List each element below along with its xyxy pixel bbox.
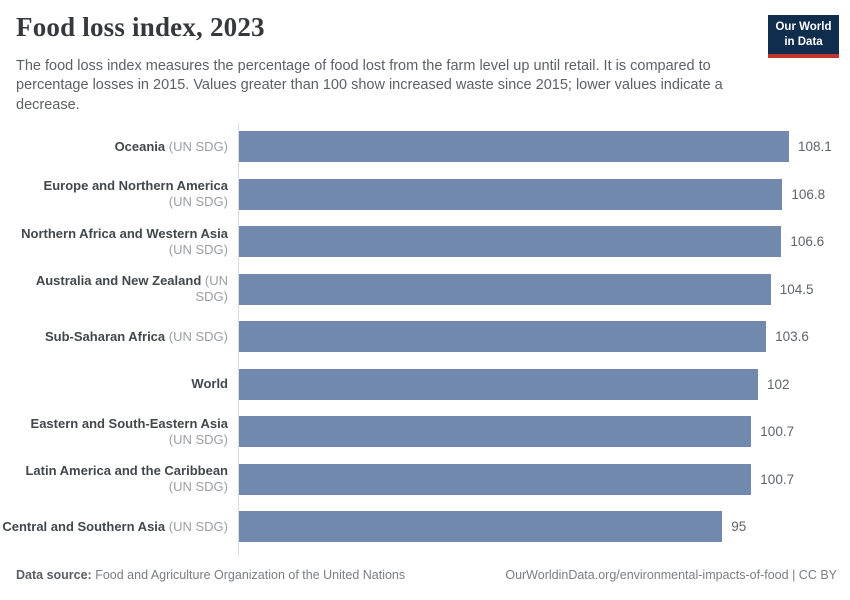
data-source-label: Data source: <box>16 568 92 582</box>
value-label: 104.5 <box>779 281 814 297</box>
row-label: Northern Africa and Western Asia (UN SDG) <box>0 226 234 258</box>
bar-cell: 106.6 <box>239 226 850 258</box>
bar[interactable] <box>239 463 752 495</box>
region-suffix: (UN SDG) <box>168 431 228 447</box>
owid-logo-line1: Our World <box>775 21 832 33</box>
chart-url-link[interactable]: OurWorldinData.org/environmental-impacts… <box>505 568 789 582</box>
region-suffix: (UN SDG) <box>168 518 228 534</box>
row-label: Sub-Saharan Africa (UN SDG) <box>0 329 234 345</box>
bar[interactable] <box>239 511 723 543</box>
bar-row: Latin America and the Caribbean (UN SDG) 1… <box>0 456 850 504</box>
region-name: Sub-Saharan Africa <box>44 328 166 344</box>
bar[interactable] <box>239 368 758 400</box>
region-suffix: (UN SDG) <box>168 241 228 257</box>
region-suffix: (UN SDG) <box>168 194 228 210</box>
region-name: Northern Africa and Western Asia <box>21 225 228 241</box>
bar-chart: Oceania (UN SDG) 108.1 Europe and Northern… <box>0 123 850 556</box>
owid-logo-line2: in Data <box>784 35 823 48</box>
value-label: 106.6 <box>790 234 825 250</box>
region-name: World <box>191 376 228 392</box>
bar-row: Australia and New Zealand (UN SDG) 104.5 <box>0 266 850 314</box>
bar-rows: Oceania (UN SDG) 108.1 Europe and Northern… <box>0 123 850 551</box>
bar-cell: 100.7 <box>239 463 850 495</box>
value-label: 108.1 <box>798 139 832 155</box>
bar-row: Europe and Northern America (UN SDG) 106.8 <box>0 171 850 219</box>
y-axis-line <box>238 123 239 556</box>
bar-cell: 100.7 <box>239 416 850 448</box>
bar-cell: 108.1 <box>239 131 850 163</box>
data-source-text: Food and Agriculture Organization of the… <box>95 568 406 582</box>
region-suffix: (UN SDG) <box>168 328 228 344</box>
region-name: Latin America and the Caribbean <box>25 463 228 479</box>
bar[interactable] <box>239 178 783 210</box>
region-suffix: (UN SDG) <box>168 138 228 154</box>
row-label: Central and Southern Asia (UN SDG) <box>0 519 234 535</box>
bar-row: Eastern and South-Eastern Asia (UN SDG) 10… <box>0 408 850 456</box>
row-label: Eastern and South-Eastern Asia (UN SDG) <box>0 416 234 448</box>
data-source: Data source: Food and Agriculture Organi… <box>16 568 405 582</box>
row-label: Australia and New Zealand (UN SDG) <box>0 273 234 305</box>
bar[interactable] <box>239 273 771 305</box>
owid-logo[interactable]: Our World in Data <box>768 15 839 58</box>
row-label: Oceania (UN SDG) <box>0 139 234 155</box>
bar-cell: 103.6 <box>239 321 850 353</box>
bar-cell: 95 <box>239 511 850 543</box>
bar-cell: 104.5 <box>239 273 850 305</box>
attribution: OurWorldinData.org/environmental-impacts… <box>505 568 837 582</box>
bar-row: Northern Africa and Western Asia (UN SDG)… <box>0 218 850 266</box>
row-label: World <box>0 376 234 392</box>
page-subtitle: The food loss index measures the percent… <box>16 58 723 113</box>
value-label: 106.8 <box>791 186 826 202</box>
license-link[interactable]: CC BY <box>798 568 837 582</box>
region-name: Europe and Northern America <box>43 178 228 194</box>
region-name: Central and Southern Asia <box>2 518 166 534</box>
page-title: Food loss index, 2023 <box>16 12 265 42</box>
chart-footer: Data source: Food and Agriculture Organi… <box>16 568 837 582</box>
bar-row: World 102 <box>0 361 850 409</box>
bar-cell: 102 <box>239 368 850 400</box>
region-name: Eastern and South-Eastern Asia <box>30 415 228 431</box>
region-name: Oceania <box>114 138 166 154</box>
value-label: 100.7 <box>760 471 795 487</box>
value-label: 100.7 <box>760 424 795 440</box>
row-label: Europe and Northern America (UN SDG) <box>0 178 234 210</box>
bar[interactable] <box>239 416 752 448</box>
bar-cell: 106.8 <box>239 178 850 210</box>
bar-row: Central and Southern Asia (UN SDG) 95 <box>0 503 850 551</box>
attribution-separator: | <box>792 568 796 582</box>
row-label: Latin America and the Caribbean (UN SDG) <box>0 463 234 495</box>
bar[interactable] <box>239 321 767 353</box>
bar[interactable] <box>239 131 789 163</box>
bar[interactable] <box>239 226 782 258</box>
region-suffix: (UN SDG) <box>168 479 228 495</box>
value-label: 102 <box>767 376 790 392</box>
value-label: 103.6 <box>775 329 809 345</box>
bar-row: Oceania (UN SDG) 108.1 <box>0 123 850 171</box>
region-name: Australia and New Zealand <box>35 273 202 289</box>
bar-row: Sub-Saharan Africa (UN SDG) 103.6 <box>0 313 850 361</box>
value-label: 95 <box>731 519 747 535</box>
region-suffix: (UN SDG) <box>195 273 229 305</box>
